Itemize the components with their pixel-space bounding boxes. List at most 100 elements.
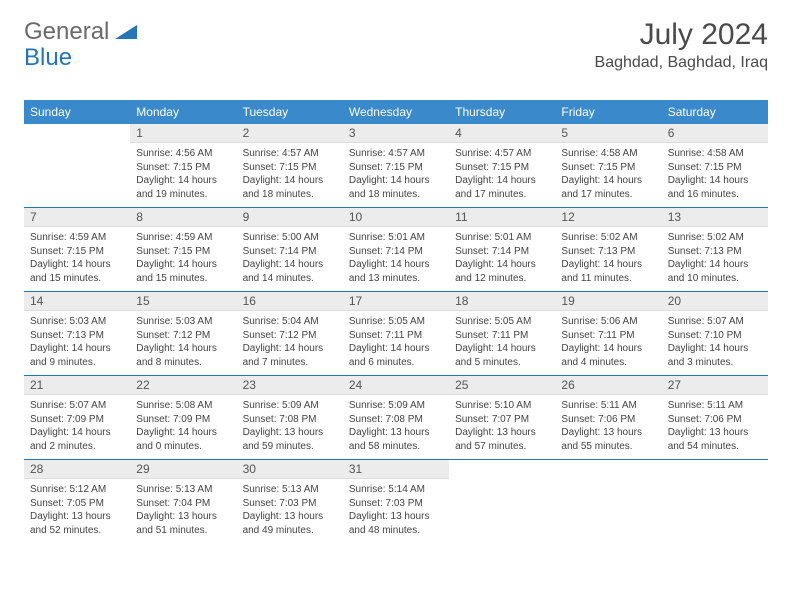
sunrise-text: Sunrise: 5:06 AM [561, 315, 655, 329]
day-cell: 27Sunrise: 5:11 AMSunset: 7:06 PMDayligh… [662, 376, 768, 460]
sunset-text: Sunset: 7:14 PM [455, 245, 549, 259]
sunrise-text: Sunrise: 5:14 AM [349, 483, 443, 497]
sunrise-text: Sunrise: 4:59 AM [30, 231, 124, 245]
logo-text-general: General [24, 18, 109, 46]
sunset-text: Sunset: 7:13 PM [561, 245, 655, 259]
day-number: 3 [343, 124, 449, 143]
sunrise-text: Sunrise: 4:58 AM [561, 147, 655, 161]
day-cell: 4Sunrise: 4:57 AMSunset: 7:15 PMDaylight… [449, 124, 555, 208]
day-number: 22 [130, 376, 236, 395]
sunrise-text: Sunrise: 4:56 AM [136, 147, 230, 161]
sunset-text: Sunset: 7:03 PM [243, 497, 337, 511]
day-cell: 17Sunrise: 5:05 AMSunset: 7:11 PMDayligh… [343, 292, 449, 376]
day-body: Sunrise: 4:59 AMSunset: 7:15 PMDaylight:… [24, 227, 130, 291]
dayname-sat: Saturday [662, 100, 768, 124]
daylight-text: Daylight: 14 hours and 13 minutes. [349, 258, 443, 285]
day-body: Sunrise: 4:59 AMSunset: 7:15 PMDaylight:… [130, 227, 236, 291]
day-cell: 30Sunrise: 5:13 AMSunset: 7:03 PMDayligh… [237, 460, 343, 544]
sunrise-text: Sunrise: 5:09 AM [243, 399, 337, 413]
day-number: 26 [555, 376, 661, 395]
day-cell: 12Sunrise: 5:02 AMSunset: 7:13 PMDayligh… [555, 208, 661, 292]
day-number: 30 [237, 460, 343, 479]
sunset-text: Sunset: 7:13 PM [30, 329, 124, 343]
sunset-text: Sunset: 7:04 PM [136, 497, 230, 511]
title-block: July 2024 Baghdad, Baghdad, Iraq [595, 18, 768, 72]
day-cell: 24Sunrise: 5:09 AMSunset: 7:08 PMDayligh… [343, 376, 449, 460]
sunrise-text: Sunrise: 5:05 AM [455, 315, 549, 329]
day-body: Sunrise: 5:10 AMSunset: 7:07 PMDaylight:… [449, 395, 555, 459]
day-number: 1 [130, 124, 236, 143]
day-number: 20 [662, 292, 768, 311]
day-cell: 11Sunrise: 5:01 AMSunset: 7:14 PMDayligh… [449, 208, 555, 292]
sunset-text: Sunset: 7:06 PM [668, 413, 762, 427]
sunrise-text: Sunrise: 5:00 AM [243, 231, 337, 245]
day-cell: 22Sunrise: 5:08 AMSunset: 7:09 PMDayligh… [130, 376, 236, 460]
sunrise-text: Sunrise: 5:13 AM [136, 483, 230, 497]
day-number: 17 [343, 292, 449, 311]
sunrise-text: Sunrise: 5:09 AM [349, 399, 443, 413]
sunrise-text: Sunrise: 5:02 AM [561, 231, 655, 245]
day-cell: 31Sunrise: 5:14 AMSunset: 7:03 PMDayligh… [343, 460, 449, 544]
daylight-text: Daylight: 14 hours and 12 minutes. [455, 258, 549, 285]
day-cell: 18Sunrise: 5:05 AMSunset: 7:11 PMDayligh… [449, 292, 555, 376]
day-number: 2 [237, 124, 343, 143]
sunset-text: Sunset: 7:15 PM [136, 161, 230, 175]
day-number: 13 [662, 208, 768, 227]
week-row: 7Sunrise: 4:59 AMSunset: 7:15 PMDaylight… [24, 208, 768, 292]
sunrise-text: Sunrise: 4:59 AM [136, 231, 230, 245]
sunset-text: Sunset: 7:14 PM [243, 245, 337, 259]
day-cell: 1 Sunrise: 4:56 AMSunset: 7:15 PMDaylight… [130, 124, 236, 208]
calendar-table: Sunday Monday Tuesday Wednesday Thursday… [24, 100, 768, 543]
week-row: 14Sunrise: 5:03 AMSunset: 7:13 PMDayligh… [24, 292, 768, 376]
daylight-text: Daylight: 14 hours and 18 minutes. [349, 174, 443, 201]
day-cell: 3Sunrise: 4:57 AMSunset: 7:15 PMDaylight… [343, 124, 449, 208]
daylight-text: Daylight: 14 hours and 10 minutes. [668, 258, 762, 285]
daylight-text: Daylight: 14 hours and 19 minutes. [136, 174, 230, 201]
sunrise-text: Sunrise: 5:07 AM [30, 399, 124, 413]
day-body: Sunrise: 5:00 AMSunset: 7:14 PMDaylight:… [237, 227, 343, 291]
day-number: 31 [343, 460, 449, 479]
day-number: 6 [662, 124, 768, 143]
sunset-text: Sunset: 7:11 PM [561, 329, 655, 343]
day-number: 25 [449, 376, 555, 395]
sunrise-text: Sunrise: 4:57 AM [349, 147, 443, 161]
sunrise-text: Sunrise: 5:12 AM [30, 483, 124, 497]
sunset-text: Sunset: 7:08 PM [243, 413, 337, 427]
day-body: Sunrise: 5:11 AMSunset: 7:06 PMDaylight:… [662, 395, 768, 459]
daylight-text: Daylight: 13 hours and 52 minutes. [30, 510, 124, 537]
dayname-fri: Friday [555, 100, 661, 124]
day-number: 11 [449, 208, 555, 227]
day-cell [555, 460, 661, 544]
sunrise-text: Sunrise: 4:57 AM [243, 147, 337, 161]
daylight-text: Daylight: 14 hours and 11 minutes. [561, 258, 655, 285]
day-body: Sunrise: 4:57 AMSunset: 7:15 PMDaylight:… [237, 143, 343, 207]
day-number: 5 [555, 124, 661, 143]
day-number [24, 124, 130, 142]
daylight-text: Daylight: 14 hours and 17 minutes. [561, 174, 655, 201]
day-body: Sunrise: 5:07 AMSunset: 7:09 PMDaylight:… [24, 395, 130, 459]
day-body: Sunrise: 5:09 AMSunset: 7:08 PMDaylight:… [237, 395, 343, 459]
day-number [662, 460, 768, 478]
day-body: Sunrise: 5:09 AMSunset: 7:08 PMDaylight:… [343, 395, 449, 459]
sunset-text: Sunset: 7:05 PM [30, 497, 124, 511]
day-cell: 19Sunrise: 5:06 AMSunset: 7:11 PMDayligh… [555, 292, 661, 376]
day-cell: 5Sunrise: 4:58 AMSunset: 7:15 PMDaylight… [555, 124, 661, 208]
day-body: Sunrise: 5:14 AMSunset: 7:03 PMDaylight:… [343, 479, 449, 543]
day-body: Sunrise: 5:07 AMSunset: 7:10 PMDaylight:… [662, 311, 768, 375]
sunrise-text: Sunrise: 4:57 AM [455, 147, 549, 161]
daylight-text: Daylight: 14 hours and 4 minutes. [561, 342, 655, 369]
week-row: 28Sunrise: 5:12 AMSunset: 7:05 PMDayligh… [24, 460, 768, 544]
daylight-text: Daylight: 13 hours and 58 minutes. [349, 426, 443, 453]
daylight-text: Daylight: 13 hours and 48 minutes. [349, 510, 443, 537]
daylight-text: Daylight: 14 hours and 9 minutes. [30, 342, 124, 369]
day-number: 29 [130, 460, 236, 479]
sunrise-text: Sunrise: 4:58 AM [668, 147, 762, 161]
day-body: Sunrise: 4:57 AMSunset: 7:15 PMDaylight:… [449, 143, 555, 207]
daylight-text: Daylight: 14 hours and 3 minutes. [668, 342, 762, 369]
daylight-text: Daylight: 14 hours and 0 minutes. [136, 426, 230, 453]
daylight-text: Daylight: 14 hours and 15 minutes. [30, 258, 124, 285]
header: General July 2024 Baghdad, Baghdad, Iraq [24, 18, 768, 72]
sunrise-text: Sunrise: 5:11 AM [561, 399, 655, 413]
day-number: 28 [24, 460, 130, 479]
day-cell: 2Sunrise: 4:57 AMSunset: 7:15 PMDaylight… [237, 124, 343, 208]
